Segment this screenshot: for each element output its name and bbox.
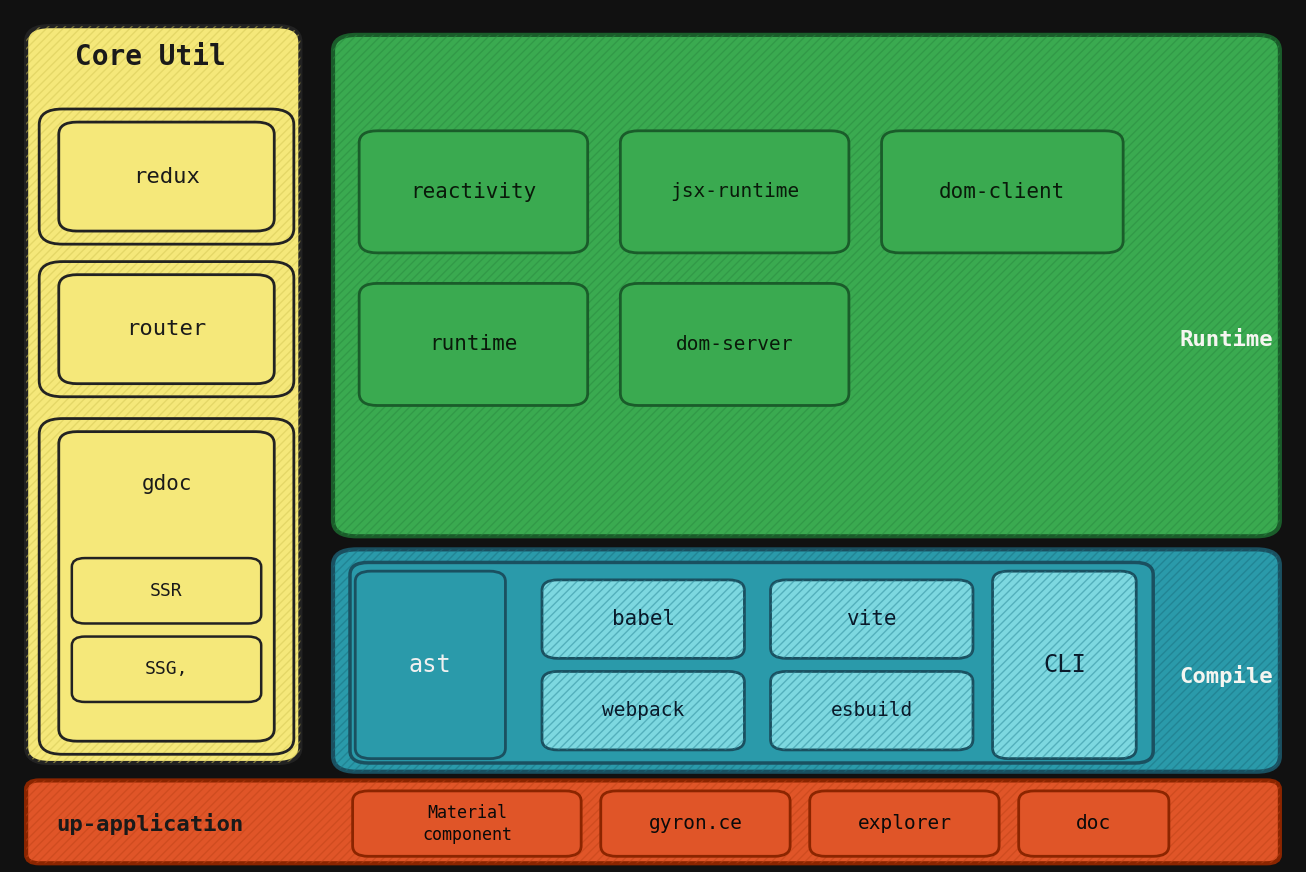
FancyBboxPatch shape bbox=[26, 780, 1280, 863]
Text: ast: ast bbox=[409, 653, 452, 677]
Text: babel: babel bbox=[611, 610, 675, 629]
FancyBboxPatch shape bbox=[333, 35, 1280, 536]
Text: doc: doc bbox=[1076, 814, 1111, 833]
FancyBboxPatch shape bbox=[59, 122, 274, 231]
Text: Material
component: Material component bbox=[422, 803, 512, 844]
FancyBboxPatch shape bbox=[72, 637, 261, 702]
FancyBboxPatch shape bbox=[542, 671, 744, 750]
Text: gyron.ce: gyron.ce bbox=[649, 814, 742, 833]
FancyBboxPatch shape bbox=[359, 283, 588, 405]
Text: dom-client: dom-client bbox=[939, 182, 1066, 201]
FancyBboxPatch shape bbox=[333, 549, 1280, 772]
FancyBboxPatch shape bbox=[993, 571, 1136, 759]
Text: up-application: up-application bbox=[56, 813, 244, 835]
FancyBboxPatch shape bbox=[59, 275, 274, 384]
Text: SSG,: SSG, bbox=[145, 660, 188, 678]
FancyBboxPatch shape bbox=[72, 558, 261, 623]
Text: runtime: runtime bbox=[430, 335, 517, 354]
Text: explorer: explorer bbox=[858, 814, 951, 833]
Text: Core Util: Core Util bbox=[74, 43, 226, 71]
FancyBboxPatch shape bbox=[1019, 791, 1169, 856]
Text: SSR: SSR bbox=[150, 582, 183, 600]
FancyBboxPatch shape bbox=[350, 562, 1153, 763]
FancyBboxPatch shape bbox=[355, 571, 505, 759]
FancyBboxPatch shape bbox=[771, 580, 973, 658]
Text: redux: redux bbox=[133, 167, 200, 187]
FancyBboxPatch shape bbox=[359, 131, 588, 253]
Text: dom-server: dom-server bbox=[677, 335, 793, 354]
Text: CLI: CLI bbox=[1043, 653, 1085, 677]
FancyBboxPatch shape bbox=[882, 131, 1123, 253]
Text: router: router bbox=[127, 319, 206, 339]
Text: vite: vite bbox=[846, 610, 897, 629]
FancyBboxPatch shape bbox=[620, 283, 849, 405]
FancyBboxPatch shape bbox=[620, 131, 849, 253]
FancyBboxPatch shape bbox=[542, 580, 744, 658]
Text: gdoc: gdoc bbox=[141, 474, 192, 494]
FancyBboxPatch shape bbox=[26, 26, 300, 763]
Text: Runtime: Runtime bbox=[1179, 330, 1273, 350]
Text: jsx-runtime: jsx-runtime bbox=[670, 182, 799, 201]
Text: Compile: Compile bbox=[1179, 664, 1273, 687]
Text: webpack: webpack bbox=[602, 701, 684, 720]
Text: reactivity: reactivity bbox=[410, 182, 537, 201]
FancyBboxPatch shape bbox=[353, 791, 581, 856]
FancyBboxPatch shape bbox=[771, 671, 973, 750]
Text: esbuild: esbuild bbox=[831, 701, 913, 720]
FancyBboxPatch shape bbox=[601, 791, 790, 856]
FancyBboxPatch shape bbox=[59, 432, 274, 741]
FancyBboxPatch shape bbox=[810, 791, 999, 856]
